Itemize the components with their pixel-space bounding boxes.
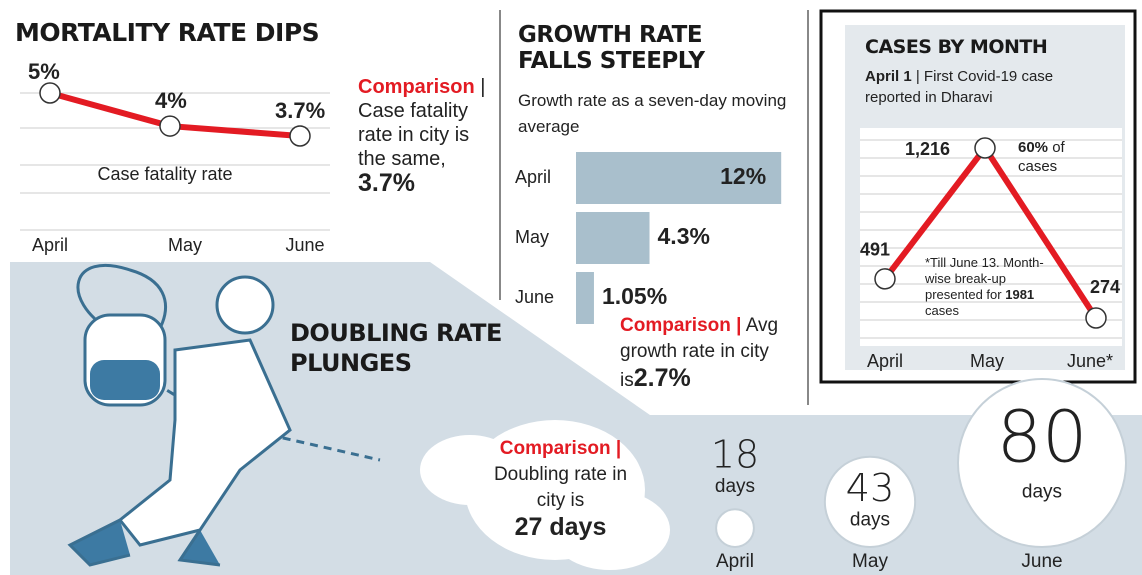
value-label: 3.7% [275,98,325,123]
boot [67,518,131,567]
value-label: 1.05% [602,283,667,309]
axis-label: Case fatality rate [97,164,232,184]
boot [177,529,221,567]
annotation-text: Avg growth rate in city is [620,315,779,391]
value-label: 274 [1090,277,1120,297]
annotation: Comparison | Case fatality rate in city … [358,75,500,197]
x-tick-label: June [1021,551,1062,572]
plot-background [860,128,1122,346]
annotation-text: | Case fatality rate in city is the same… [358,76,486,170]
bar [576,152,782,204]
point [874,268,896,290]
x-tick-label: June* [1067,351,1113,371]
chart-subtitle: April 1 | First Covid-19 case reported i… [865,66,1105,108]
annotation-value: 27 days [514,513,607,541]
cloud [550,490,670,570]
chart-title: DOUBLING RATE PLUNGES [290,319,502,377]
bubble [823,455,917,549]
annotation: Comparison | Avg growth rate in city is2… [620,313,810,394]
x-tick-label: April [32,235,68,255]
callout: 60% of cases [1018,138,1098,176]
value-label: 18 [711,433,759,477]
value-label: 12% [720,163,766,189]
unit-label: days [1022,481,1062,502]
value-label: 491 [860,240,890,260]
subtitle-date: April 1 [865,68,912,85]
x-tick-label: April [716,551,754,572]
footnote-value: 1981 [1005,287,1035,302]
backpack-fill [90,360,160,400]
callout-value: 60% [1018,139,1049,156]
category-label: June [515,287,554,307]
footnote-text: cases [925,303,959,318]
subtitle-text: | First Covid-19 case reported in Dharav… [865,68,1054,106]
x-tick-label: April [867,351,903,371]
x-tick-label: June [285,235,324,255]
chart-subtitle: Growth rate as a seven-day moving averag… [518,91,787,136]
x-tick-label: May [852,551,888,572]
footnote: *Till June 13. Month-wise break-up prese… [925,255,1050,319]
chart-title: MORTALITY RATE DIPS [15,18,320,47]
bubble [715,508,755,548]
footnote-text: *Till June 13. Month-wise break-up prese… [925,255,1044,302]
annotation-text: Doubling rate in city is [493,464,628,511]
annotation-label: Comparison | [620,315,742,336]
value-label: 4% [155,88,187,113]
x-tick-label: May [168,235,202,255]
cloud [420,435,520,505]
callout-text: of cases [1018,139,1065,175]
chart-title: CASES BY MONTH [865,36,1048,58]
point [39,82,61,104]
point [974,137,996,159]
head [215,275,275,335]
bar [576,212,650,264]
bar [576,272,594,324]
unit-label: days [715,476,755,497]
x-tick-label: May [970,351,1004,371]
unit-label: days [850,509,890,530]
spray-cloud [420,420,670,570]
annotation-value: 3.7% [358,169,415,197]
category-label: May [515,227,549,247]
point [289,125,311,147]
annotation-label: Comparison [358,76,475,98]
category-label: April [515,167,551,187]
value-label: 43 [846,466,895,511]
annotation-value: 2.7% [633,364,691,392]
chart-title: GROWTH RATE FALLS STEEPLY [518,22,705,74]
point [1085,307,1107,329]
body [117,338,292,547]
value-label: 80 [997,396,1088,479]
point [159,115,181,137]
annotation-label: Comparison | [499,438,622,459]
illustration [67,263,381,567]
value-label: 4.3% [658,223,710,249]
value-label: 1,216 [905,139,950,159]
bubble [957,378,1127,548]
annotation: Comparison | Doubling rate in city is 27… [478,436,643,543]
value-label: 5% [28,59,60,84]
